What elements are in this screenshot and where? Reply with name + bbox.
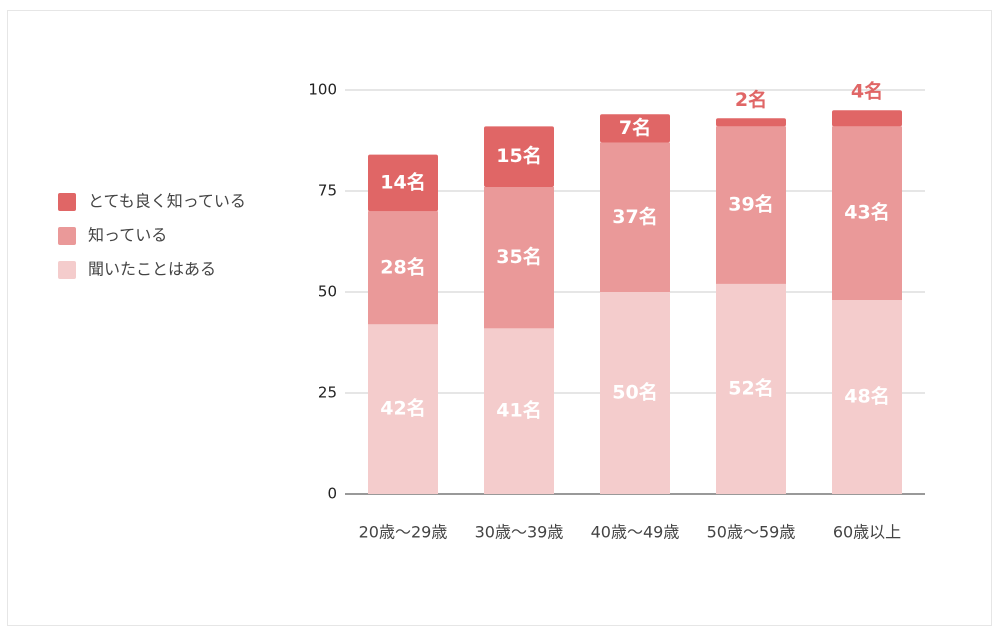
bar-segment <box>716 118 786 127</box>
legend-label: とても良く知っている <box>88 192 246 211</box>
x-tick-label: 20歳〜29歳 <box>359 523 448 542</box>
data-label: 4名 <box>851 80 883 103</box>
legend-label: 聞いたことはある <box>88 260 216 279</box>
x-tick-label: 40歳〜49歳 <box>591 523 680 542</box>
bar-segment <box>600 114 670 143</box>
x-tick-label: 60歳以上 <box>833 523 901 542</box>
data-label: 43名 <box>844 201 889 224</box>
x-tick-label: 30歳〜39歳 <box>475 523 564 542</box>
card <box>7 10 992 626</box>
x-tick-label: 50歳〜59歳 <box>707 523 796 542</box>
data-label: 52名 <box>728 376 773 399</box>
bar-segment <box>832 300 902 494</box>
bar-segment <box>600 142 670 292</box>
data-label: 41名 <box>496 399 541 422</box>
bar-segment <box>832 110 902 127</box>
legend-swatch <box>58 193 76 211</box>
data-label: 2名 <box>735 88 767 111</box>
data-label: 42名 <box>380 397 425 420</box>
bar-segment <box>484 126 554 187</box>
bar-segment <box>484 328 554 494</box>
data-label: 28名 <box>380 255 425 278</box>
data-label: 37名 <box>612 205 657 228</box>
data-label: 7名 <box>619 116 651 139</box>
data-label: 50名 <box>612 381 657 404</box>
bar-segment <box>716 126 786 284</box>
bar-segment <box>716 283 786 494</box>
data-label: 15名 <box>496 144 541 167</box>
bar-segment <box>832 126 902 301</box>
y-tick-label: 25 <box>318 384 337 402</box>
bar-segment <box>368 154 438 212</box>
y-tick-label: 50 <box>318 283 337 301</box>
data-label: 39名 <box>728 193 773 216</box>
y-tick-label: 0 <box>327 485 337 503</box>
data-label: 35名 <box>496 245 541 268</box>
bar-segment <box>484 186 554 329</box>
legend-swatch <box>58 261 76 279</box>
legend-label: 知っている <box>88 226 167 245</box>
bar-segment <box>368 211 438 325</box>
y-tick-label: 75 <box>318 182 337 200</box>
data-label: 48名 <box>844 385 889 408</box>
bar-segment <box>368 324 438 494</box>
data-label: 14名 <box>380 170 425 193</box>
bar-segment <box>600 292 670 494</box>
y-tick-label: 100 <box>308 81 337 99</box>
legend-swatch <box>58 227 76 245</box>
